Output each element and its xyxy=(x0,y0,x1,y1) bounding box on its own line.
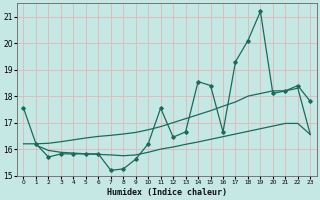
X-axis label: Humidex (Indice chaleur): Humidex (Indice chaleur) xyxy=(107,188,227,197)
